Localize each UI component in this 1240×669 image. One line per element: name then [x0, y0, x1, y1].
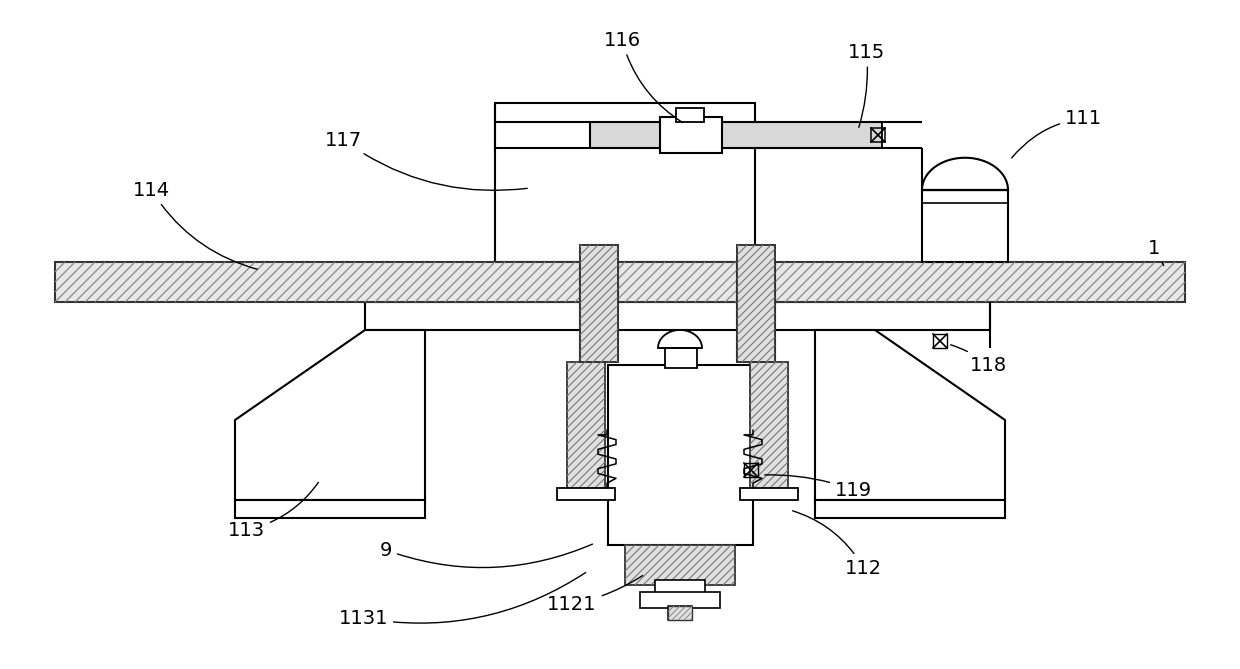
Text: 114: 114 [133, 181, 258, 270]
Text: 115: 115 [848, 43, 885, 127]
Bar [668, 606, 692, 620]
Polygon shape [658, 330, 702, 348]
Text: 1131: 1131 [339, 573, 585, 628]
Bar [590, 122, 882, 148]
Bar [668, 606, 692, 620]
Bar [923, 190, 1008, 262]
Bar [665, 348, 697, 368]
Bar [495, 103, 755, 262]
Bar [815, 500, 1004, 518]
Bar [580, 245, 618, 362]
Text: 112: 112 [792, 511, 882, 577]
Text: 1: 1 [1148, 239, 1163, 266]
Bar [365, 302, 990, 330]
Bar [236, 500, 425, 518]
Bar [676, 108, 704, 122]
Text: 118: 118 [951, 345, 1007, 375]
Bar [750, 362, 787, 498]
Text: 117: 117 [325, 130, 527, 191]
Text: 1121: 1121 [547, 575, 642, 613]
Bar [660, 117, 722, 153]
Bar [737, 245, 775, 362]
Bar [557, 488, 615, 500]
Bar [567, 362, 605, 498]
Bar [640, 592, 720, 608]
Bar [55, 262, 1185, 302]
Text: 119: 119 [765, 475, 872, 500]
Bar [740, 488, 799, 500]
Polygon shape [815, 330, 1004, 500]
Bar [625, 545, 735, 585]
Bar [608, 365, 753, 545]
Polygon shape [923, 158, 1008, 190]
Bar [744, 463, 758, 477]
Polygon shape [236, 330, 425, 500]
Text: 116: 116 [604, 31, 683, 122]
Text: 9: 9 [379, 541, 593, 567]
Bar [932, 334, 947, 348]
Bar [655, 580, 706, 594]
Text: 111: 111 [1012, 108, 1102, 158]
Text: 113: 113 [228, 482, 319, 539]
Bar [870, 128, 885, 142]
